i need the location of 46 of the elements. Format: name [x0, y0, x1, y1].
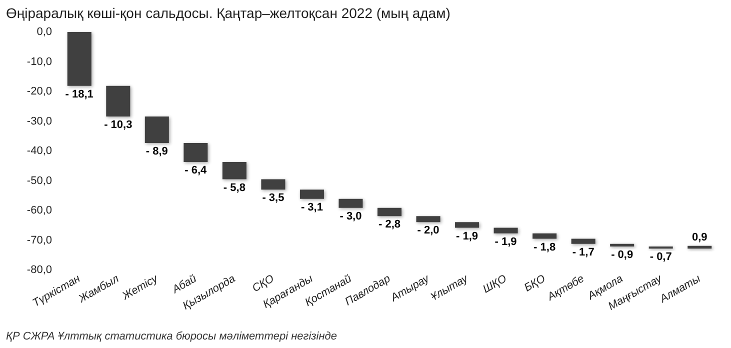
bar	[106, 86, 130, 116]
bar	[688, 246, 712, 249]
bar	[261, 179, 286, 190]
bar	[67, 32, 92, 86]
data-label: - 10,3	[104, 118, 132, 131]
data-label: - 6,4	[184, 164, 208, 177]
data-label: 0,9	[692, 231, 708, 244]
data-label: - 1,9	[494, 236, 517, 248]
y-tick-label: 0,0	[36, 26, 52, 38]
bar	[338, 198, 363, 208]
x-tick-label: ШҚО	[481, 272, 510, 296]
data-label: - 18,1	[65, 88, 94, 100]
bar	[610, 244, 634, 246]
bar	[494, 228, 518, 234]
data-label: - 1,7	[572, 246, 594, 258]
bar	[532, 233, 557, 239]
y-tick-label: -30,0	[26, 115, 52, 128]
text: ҚР СЖРА Ұлттық статистика бюросы мәліметтері негізінде	[6, 330, 337, 342]
data-label: - 5,8	[223, 182, 246, 194]
y-tick-label: -20,0	[26, 86, 52, 98]
bar	[416, 216, 440, 222]
data-label: - 2,8	[378, 218, 401, 231]
y-tick-label: -10,0	[26, 56, 52, 68]
bar	[184, 142, 208, 162]
y-tick-label: -80,0	[26, 264, 52, 276]
y-tick-label: -70,0	[26, 234, 52, 246]
chart-title: Өңіраралық көші-қон сальдосы. Қаңтар–желтоқсан 2022 (мың адам)	[6, 5, 450, 21]
bar	[144, 116, 169, 143]
y-tick-label: -40,0	[26, 145, 52, 157]
x-tick-label: БҚО	[522, 272, 548, 294]
data-label: - 3,5	[262, 192, 284, 204]
y-tick-label: -50,0	[26, 174, 52, 187]
data-label: - 3,0	[340, 210, 362, 222]
bar	[455, 222, 480, 228]
bar	[222, 162, 246, 180]
bar	[571, 238, 596, 244]
bar	[300, 190, 324, 199]
data-label: - 3,1	[300, 201, 323, 214]
bar	[377, 208, 402, 216]
data-label: - 0,9	[611, 248, 634, 261]
data-label: - 2,0	[417, 224, 440, 237]
y-tick-label: -60,0	[26, 204, 52, 216]
data-label: - 1,8	[534, 241, 556, 254]
data-label: - 1,9	[456, 230, 478, 242]
data-label: - 0,7	[650, 251, 672, 264]
data-label: - 8,9	[146, 145, 168, 158]
